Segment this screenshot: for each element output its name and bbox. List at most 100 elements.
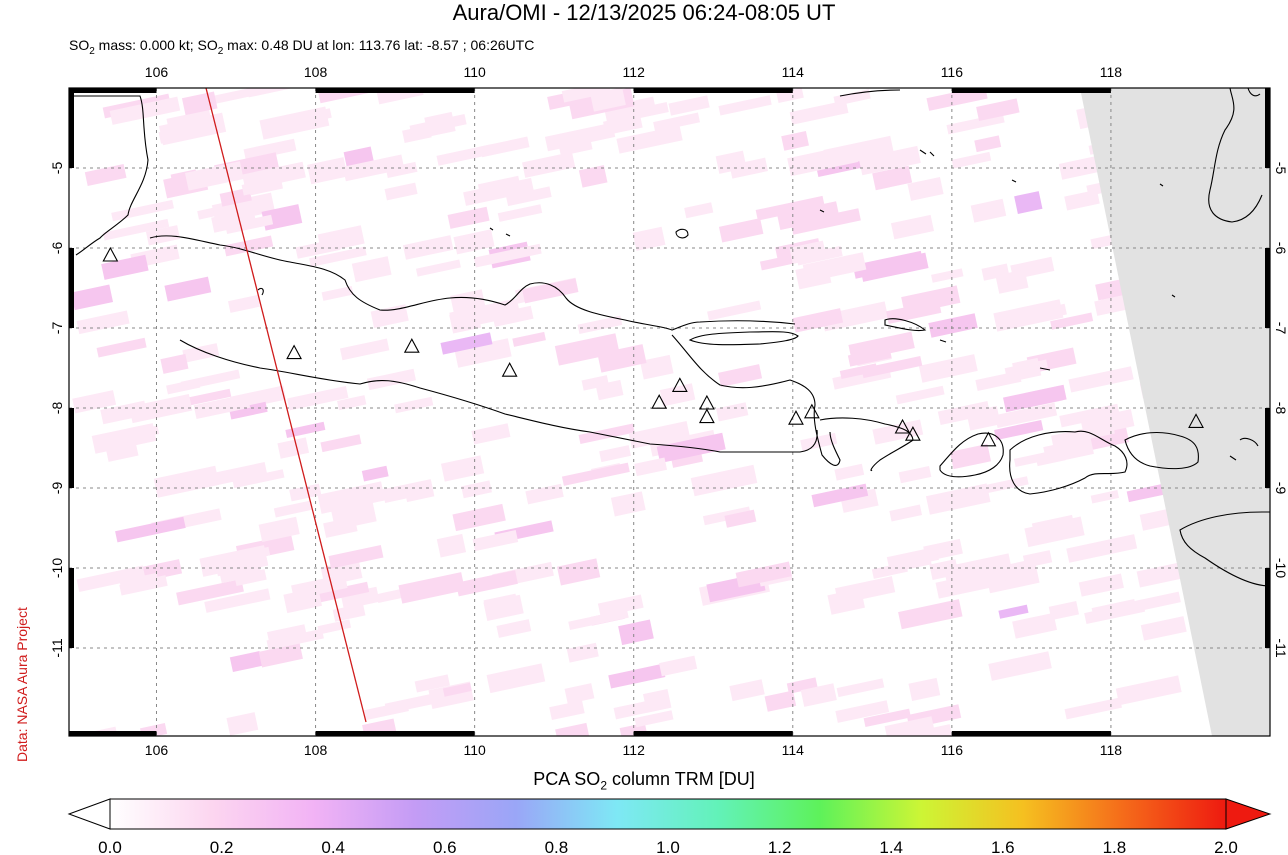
volcano-triangle-icon [980, 431, 997, 447]
swath-pixel [385, 161, 418, 179]
coast-small-isles [819, 149, 1259, 461]
swath-pixel [1064, 697, 1122, 720]
swath-pixel [556, 558, 601, 586]
lon-tick-label-top: 116 [941, 64, 964, 80]
swath-pixel [409, 114, 467, 136]
swath-pixel [452, 503, 506, 532]
swath-pixel [800, 683, 837, 707]
swath-pixel [158, 112, 227, 146]
subtitle: SO2 mass: 0.000 kt; SO2 max: 0.48 DU at … [69, 36, 534, 61]
frame-segment [633, 88, 793, 93]
swath-pixel [492, 305, 534, 327]
lat-tick-label-left: -8 [49, 402, 65, 415]
swath-pixel [716, 402, 749, 422]
volcano-triangle-icon [651, 394, 668, 409]
swath-pixel [889, 504, 923, 522]
swath-pixel [211, 208, 257, 233]
swath-pixel [811, 483, 869, 508]
swath-pixel [970, 198, 1007, 223]
swath-pixel [544, 122, 616, 152]
colorbar-tick-label: 2.0 [1214, 838, 1238, 855]
frame-segment [315, 731, 475, 736]
swath-pixel [884, 716, 936, 736]
lat-tick-label-right: -6 [1273, 242, 1288, 255]
map-frame [68, 87, 1271, 737]
colorbar-title-sub: 2 [600, 778, 607, 793]
swath-pixel [442, 682, 472, 697]
swath-pixel [561, 462, 630, 486]
swath-pixel [522, 278, 579, 304]
swath-pixel [76, 310, 130, 335]
swath-pixel [786, 677, 818, 694]
coast-karimunjawa [257, 227, 511, 296]
frame-segment [951, 731, 1111, 736]
colorbar-title-prefix: PCA SO [533, 769, 601, 789]
swath-pixel [96, 337, 147, 358]
swath-pixel [613, 701, 648, 720]
swath-pixel [764, 690, 797, 712]
colorbar-tick-label: 0.6 [433, 838, 457, 855]
coast-kalimantan [839, 88, 1263, 223]
coast-kangean [884, 318, 927, 332]
lon-tick-label-top: 106 [145, 64, 169, 80]
swath-pixel [204, 462, 268, 488]
colorbar-low-arrow [67, 798, 111, 830]
swath-pixel [229, 401, 268, 420]
swath-pixel [471, 423, 511, 445]
volcano-triangle-icon [803, 403, 820, 419]
swath-pixel [166, 378, 201, 395]
swath-pixel [203, 88, 265, 106]
swath-pixel [362, 701, 409, 721]
swath-pixel [153, 465, 220, 498]
grid-lines [69, 88, 1270, 736]
swath-pixel [1084, 600, 1146, 625]
colorbar-tick-label: 0.4 [321, 838, 345, 855]
lat-tick-label-left: -5 [49, 162, 65, 175]
swath-pixel [119, 572, 159, 589]
swath-pixel [193, 393, 251, 420]
swath-pixel [943, 553, 1013, 587]
swath-pixel [497, 204, 543, 222]
swath-pixel [382, 479, 434, 503]
swath-pixel [289, 483, 322, 502]
swath-pixel [361, 465, 389, 482]
volcano-triangle-icon [403, 338, 420, 353]
volcano-triangle-icon [501, 362, 518, 377]
lat-tick-label-left: -11 [49, 638, 65, 657]
swath-pixel [496, 619, 532, 638]
colorbar-tick-label: 1.2 [768, 838, 792, 855]
map-title: Aura/OMI - 12/13/2025 06:24-08:05 UT [452, 0, 836, 25]
swath-pixel [101, 254, 149, 280]
swath-pixel [790, 208, 861, 235]
swath-pixel [994, 419, 1044, 441]
swath-pixel [1004, 359, 1048, 377]
swath-pixel [834, 463, 865, 481]
swath-pixel [659, 383, 696, 407]
swath-pixel [976, 98, 1020, 122]
colorbar-ticks: 0.0 0.2 0.4 0.6 0.8 1.0 1.2 1.4 1.6 1.8 2.0 [98, 838, 1238, 855]
swath-pixel [505, 186, 552, 207]
swath-pixel [1014, 191, 1043, 215]
swath-pixel [925, 483, 991, 515]
swath-pixel [995, 269, 1029, 294]
swath-pixel [232, 469, 285, 489]
swath-pixel [455, 570, 518, 597]
swath-pixel [1140, 616, 1187, 641]
swath-pixel [578, 165, 608, 188]
coast-java-south [179, 339, 818, 453]
colorbar-tick-label: 0.8 [545, 838, 569, 855]
lat-tick-label-right: -11 [1273, 638, 1288, 657]
coast-madura [688, 331, 799, 346]
lat-tick-label-left: -10 [49, 558, 65, 578]
swath-pixel [463, 177, 534, 206]
swath-pixel [823, 135, 895, 169]
swath-pixel [898, 465, 932, 484]
swath-pixel [577, 315, 623, 335]
swath-pixel [342, 154, 405, 182]
volcano-triangle-icon [1188, 413, 1204, 428]
swath-pixel [273, 500, 312, 518]
swath-pixel [331, 501, 377, 529]
subtitle-max-text: max: 0.48 DU at lon: 113.76 lat: -8.57 ;… [223, 37, 535, 53]
swath-pixel [707, 300, 762, 321]
swath-pixel [176, 578, 244, 606]
